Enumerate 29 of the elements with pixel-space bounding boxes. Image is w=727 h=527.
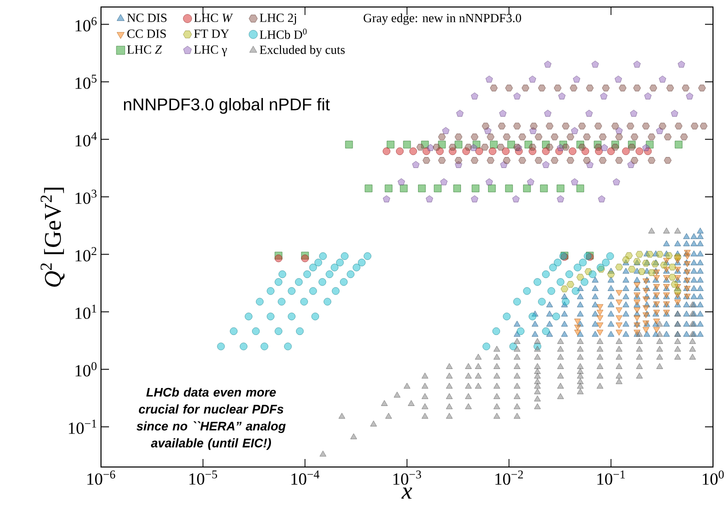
x-axis-title: x: [401, 488, 412, 499]
x-tick-label: 10$^{0}$: [702, 470, 724, 485]
x-tick-label: 10$^{−6}$: [87, 470, 116, 485]
x-tick-label: 10$^{−3}$: [393, 470, 422, 485]
x-tick-label: 10$^{−2}$: [495, 470, 523, 485]
legend-label: LHC Z: [127, 45, 162, 54]
annotation: LHCb data even more crucial for nuclear PDFs since no ``HERA” analog available (until EIC!): [136, 387, 286, 450]
y-tick-label: 10$^{0}$: [76, 362, 97, 376]
x-tick-label: 10$^{−5}$: [189, 470, 218, 485]
x-tick-label: 10$^{−1}$: [597, 470, 625, 485]
y-tick-label: 10$^{5}$: [76, 74, 97, 89]
legend-label: FT DY: [194, 30, 229, 38]
legend-label: CC DIS: [127, 30, 166, 38]
legend-label: LHCb D$^{0}$: [260, 28, 307, 39]
legend-label: NC DIS: [127, 14, 167, 22]
annotation: Gray edge: new in nNNPDF3.0: [364, 13, 522, 25]
y-tick-label: 10$^{−1}$: [68, 420, 96, 434]
x-tick-label: 10$^{−4}$: [291, 470, 320, 485]
legend-label: Excluded by cuts: [260, 45, 345, 57]
text: nNNPDF3.0 global nPDF fit: [124, 98, 330, 114]
y-tick-label: 10$^{3}$: [76, 190, 97, 204]
y-tick-label: 10$^{6}$: [76, 17, 97, 32]
legend-label: LHC γ: [194, 45, 227, 56]
y-tick-label: 10$^{1}$: [76, 304, 96, 319]
y-axis-title: Q$^{2}$ [GeV$^{2}$]: [40, 188, 65, 287]
legend-label: LHC 2j: [260, 14, 296, 25]
y-tick-label: 10$^{2}$: [76, 247, 96, 262]
y-tick-label: 10$^{4}$: [76, 132, 97, 146]
legend-label: LHC W: [194, 14, 234, 22]
